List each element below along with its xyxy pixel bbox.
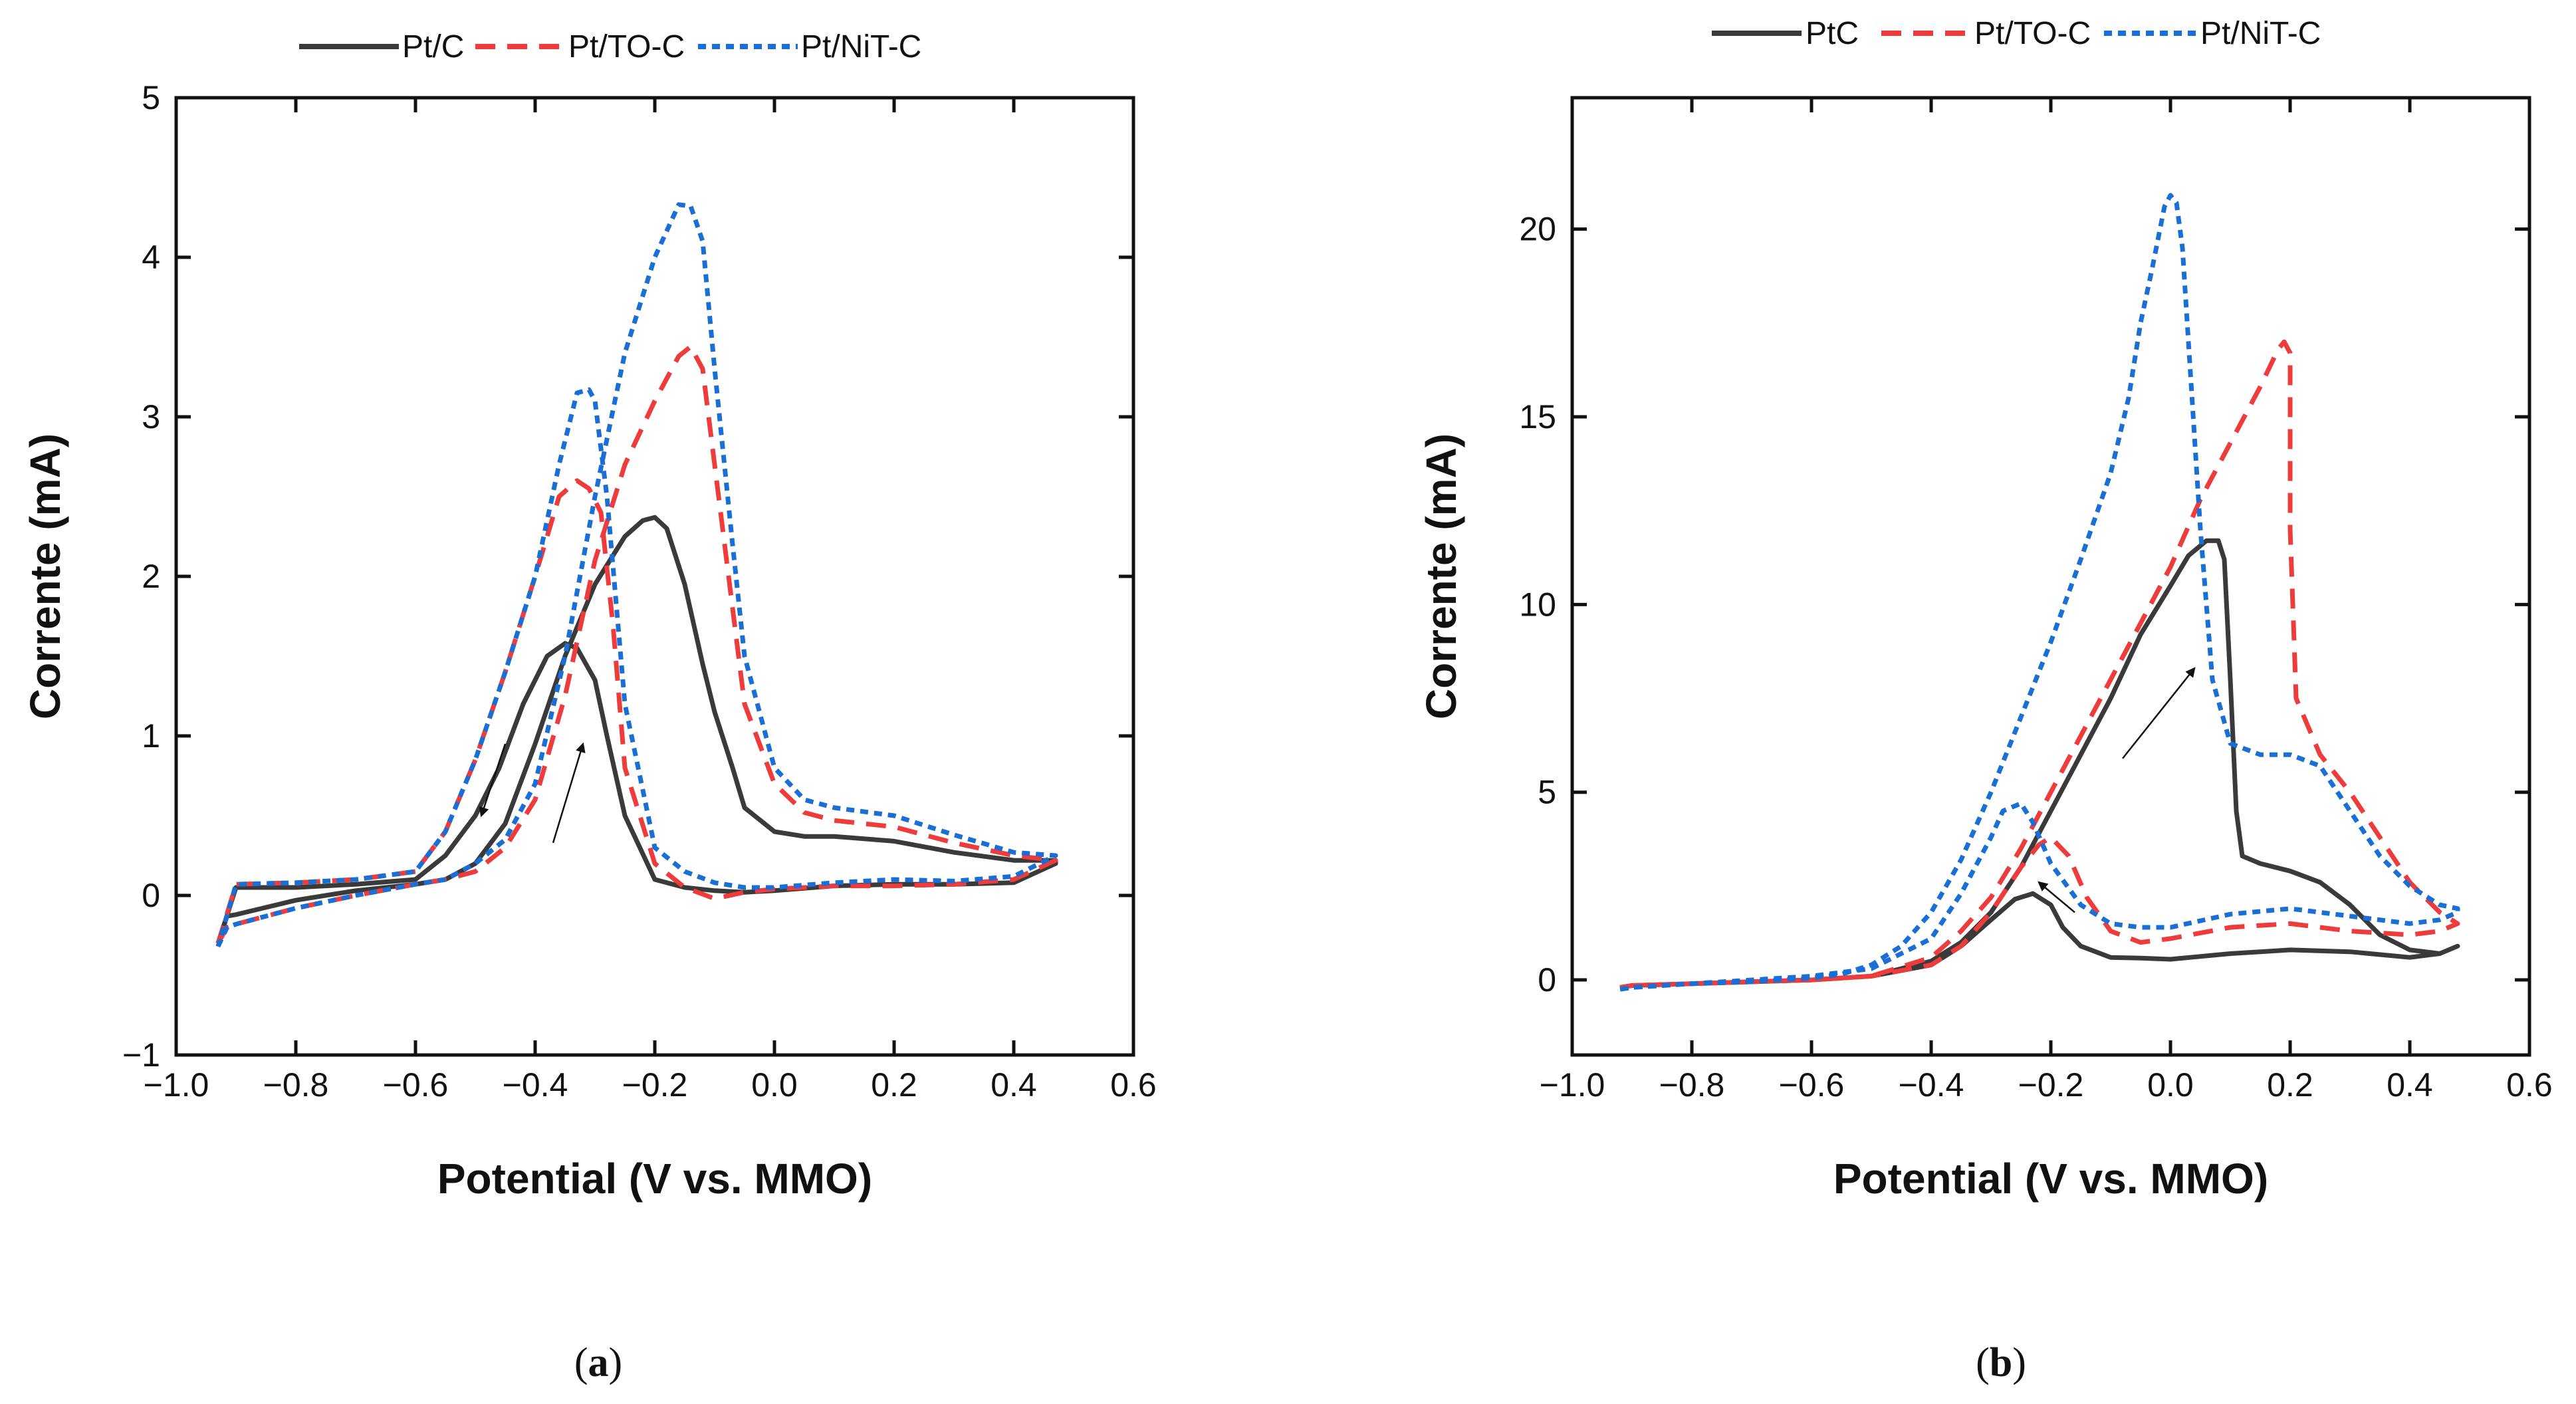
- x-tick-label: 0.2: [2267, 1066, 2313, 1104]
- x-tick-label: 0.6: [2506, 1066, 2553, 1104]
- y-tick-label: 15: [1519, 398, 1556, 435]
- x-tick-label: 0.6: [1110, 1066, 1157, 1104]
- legend: PtC Pt/TO-C Pt/NiT-C: [1712, 16, 2321, 51]
- x-axis-title: Potential (V vs. MMO): [1833, 1155, 2268, 1203]
- legend: Pt/C Pt/TO-C Pt/NiT-C: [299, 29, 921, 64]
- legend-label-pt-c: Pt/C: [402, 29, 464, 64]
- chart-panel-b: PtC Pt/TO-C Pt/NiT-C −1.0 −0.8 −0.6 −0.4 −0.…: [1417, 16, 2553, 1385]
- y-tick-label: 5: [142, 79, 160, 116]
- panel-label-a: (a): [574, 1340, 622, 1385]
- series-layer: [1619, 193, 2460, 992]
- series-line-pt-to-c: [215, 344, 1058, 945]
- x-tick-label: −0.8: [1659, 1066, 1725, 1104]
- legend-label-pt-nit-c: Pt/NiT-C: [2200, 16, 2321, 51]
- x-tick-label: −0.2: [622, 1066, 688, 1104]
- y-axis-title: Corrente (mA): [21, 433, 69, 719]
- x-tick-label: 0.0: [2147, 1066, 2194, 1104]
- y-tick-label: 3: [142, 398, 160, 435]
- series-line-pt-to-c: [1619, 339, 2460, 990]
- legend-label-pt-to-c: Pt/TO-C: [1974, 16, 2091, 51]
- panel-letter-a: a: [588, 1340, 609, 1385]
- series-layer: [215, 202, 1058, 948]
- panel-label-b: (b): [1976, 1340, 2026, 1385]
- scan-arrow-forward: [2122, 667, 2196, 759]
- scan-arrows: [2038, 667, 2196, 913]
- series-line-pt-nit-c: [1619, 193, 2460, 992]
- y-tick-label: −1: [122, 1036, 160, 1074]
- x-axis-ticks: −1.0 −0.8 −0.6 −0.4 −0.2 0.0 0.2 0.4 0.6: [1540, 98, 2553, 1104]
- x-tick-label: −0.6: [1779, 1066, 1845, 1104]
- plot-frame: [1570, 96, 2531, 1057]
- plot-frame: [174, 96, 1135, 1057]
- y-tick-label: 1: [142, 717, 160, 755]
- x-tick-label: 0.0: [751, 1066, 798, 1104]
- x-tick-label: −0.6: [383, 1066, 449, 1104]
- panel-letter-b: b: [1990, 1340, 2012, 1385]
- chart-panel-a: Pt/C Pt/TO-C Pt/NiT-C −1.0 −0.8 −0.6 −0.4 −0…: [21, 29, 1157, 1385]
- series-line-ptc: [1619, 538, 2460, 990]
- legend-label-ptc: PtC: [1806, 16, 1859, 51]
- x-tick-label: −0.8: [263, 1066, 329, 1104]
- x-axis-ticks: −1.0 −0.8 −0.6 −0.4 −0.2 0.0 0.2 0.4 0.6: [144, 98, 1157, 1104]
- x-tick-label: 0.4: [2387, 1066, 2433, 1104]
- y-axis-ticks: −1 0 1 2 3 4 5: [122, 79, 1133, 1074]
- legend-label-pt-nit-c: Pt/NiT-C: [801, 29, 921, 64]
- x-tick-label: −1.0: [1540, 1066, 1605, 1104]
- x-tick-label: −1.0: [144, 1066, 209, 1104]
- scan-arrow-forward: [552, 742, 586, 844]
- x-tick-label: −0.2: [2018, 1066, 2084, 1104]
- y-tick-label: 4: [142, 239, 160, 276]
- x-tick-label: −0.4: [1899, 1066, 1964, 1104]
- y-axis-ticks: 0 5 10 15 20: [1519, 211, 2529, 998]
- x-tick-label: 0.4: [991, 1066, 1037, 1104]
- y-axis-title: Corrente (mA): [1417, 433, 1465, 719]
- series-line-pt-c: [215, 515, 1058, 945]
- y-tick-label: 5: [1538, 774, 1556, 811]
- series-line-pt-nit-c: [215, 202, 1058, 948]
- scan-arrow-reverse: [479, 743, 507, 818]
- y-tick-label: 10: [1519, 586, 1556, 623]
- y-tick-label: 2: [142, 558, 160, 595]
- scan-arrow-reverse: [2038, 881, 2075, 913]
- x-tick-label: 0.2: [871, 1066, 917, 1104]
- y-tick-label: 0: [142, 877, 160, 914]
- scan-arrows: [479, 742, 586, 844]
- legend-label-pt-to-c: Pt/TO-C: [568, 29, 685, 64]
- x-axis-title: Potential (V vs. MMO): [437, 1155, 872, 1203]
- x-tick-label: −0.4: [503, 1066, 568, 1104]
- y-tick-label: 0: [1538, 961, 1556, 998]
- y-tick-label: 20: [1519, 211, 1556, 248]
